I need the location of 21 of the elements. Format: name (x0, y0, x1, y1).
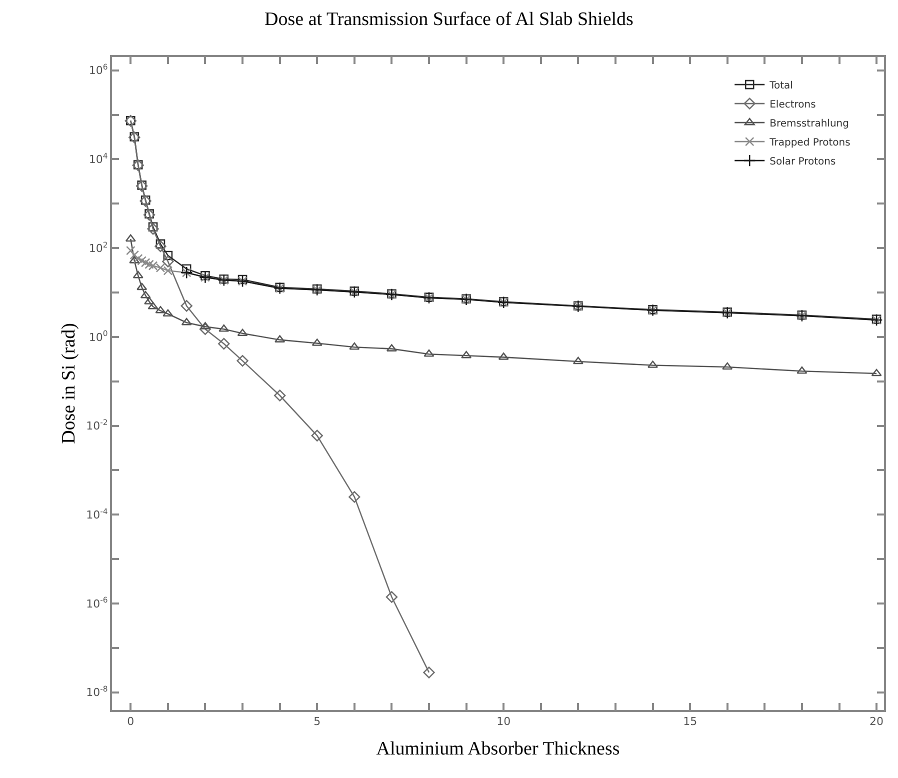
y-tick-label: 10$^{-6}$ (86, 596, 108, 610)
chart-title: Dose at Transmission Surface of Al Slab Shields (264, 8, 634, 30)
x-tick-label: 20 (870, 715, 884, 728)
x-axis-title: Aluminium Absorber Thickness (376, 738, 620, 760)
y-tick-label: 10$^{2}$ (88, 240, 108, 255)
x-tick-label: 10 (496, 715, 511, 728)
y-tick-label: 10$^{0}$ (88, 329, 108, 344)
y-axis-title: Dose in Si (rad) (58, 323, 80, 444)
x-tick-label: 15 (683, 715, 698, 728)
y-tick-label: 10$^{-2}$ (86, 418, 108, 433)
y-tick-label: 10$^{4}$ (88, 151, 108, 166)
y-tick-label: 10$^{6}$ (88, 62, 108, 78)
legend-label: Total (768, 80, 793, 92)
legend-label: Electrons (770, 99, 816, 110)
legend-label: Solar Protons (770, 156, 836, 168)
x-tick-label: 0 (127, 715, 134, 728)
y-tick-label: 10$^{-4}$ (86, 506, 108, 522)
x-tick-label: 5 (314, 715, 321, 728)
y-tick-label: 10$^{-8}$ (86, 684, 108, 700)
legend-label: Bremsstrahlung (770, 118, 849, 130)
legend-label: Trapped Protons (768, 137, 850, 148)
